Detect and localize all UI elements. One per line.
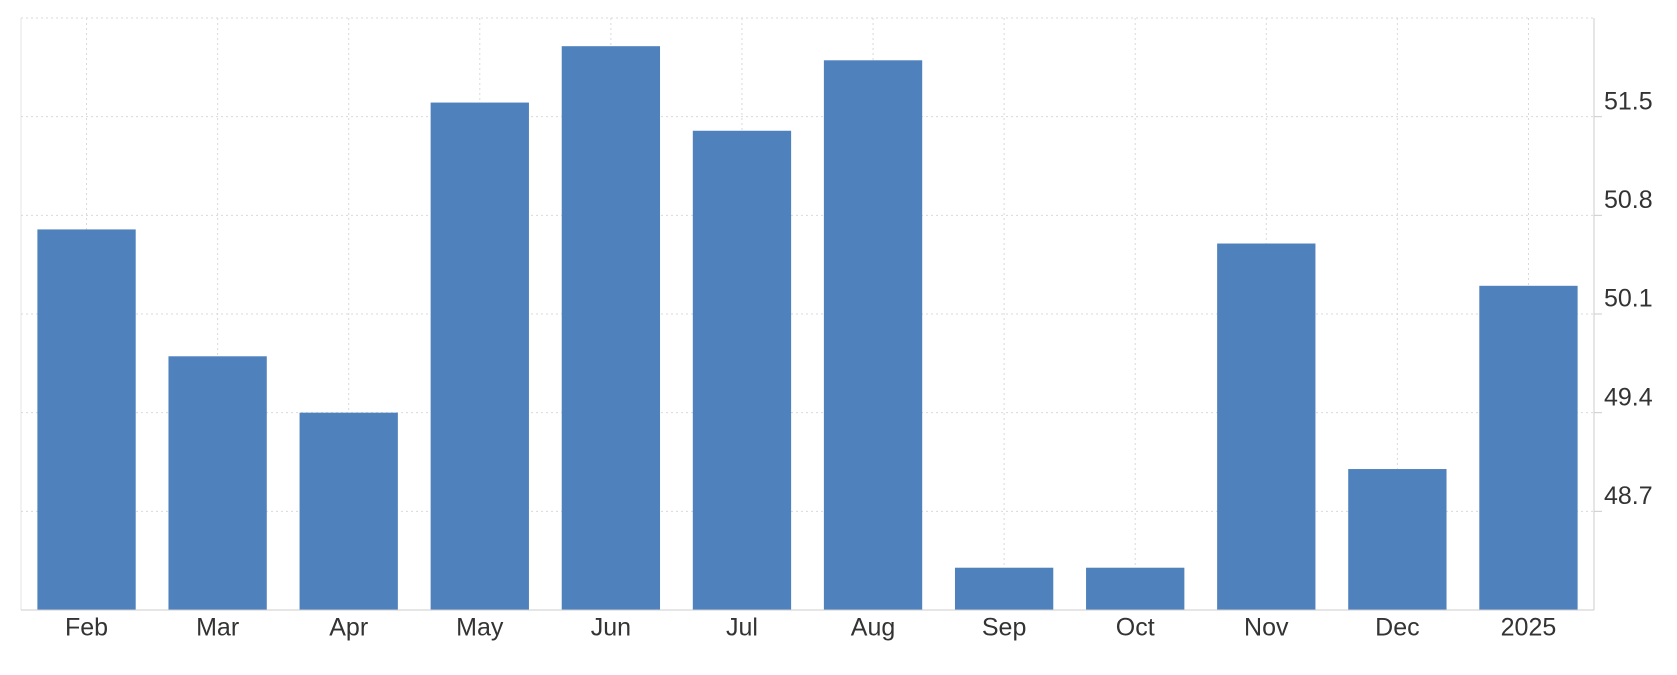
y-tick-label: 50.1: [1604, 285, 1653, 313]
bar: [561, 46, 661, 610]
y-tick-label: 49.4: [1604, 383, 1653, 411]
y-tick-label: 50.8: [1604, 186, 1653, 214]
x-tick-label: Aug: [851, 614, 895, 642]
bar: [954, 567, 1054, 610]
x-tick-label: 2025: [1501, 614, 1557, 642]
x-tick-label: Oct: [1116, 614, 1155, 642]
bar: [168, 356, 267, 610]
x-tick-label: Dec: [1375, 614, 1419, 642]
bar: [823, 60, 923, 611]
x-tick-label: Feb: [65, 614, 108, 642]
bar: [430, 102, 529, 611]
bar: [1348, 469, 1447, 610]
bar: [37, 229, 136, 610]
y-tick-label: 48.7: [1604, 482, 1653, 510]
x-tick-label: Jun: [591, 614, 631, 642]
x-tick-label: Sep: [982, 614, 1026, 642]
bar: [1217, 243, 1316, 610]
x-tick-label: Apr: [329, 614, 368, 642]
bar: [692, 130, 792, 610]
bar: [1479, 285, 1578, 610]
x-tick-label: Mar: [196, 614, 239, 642]
x-tick-label: Nov: [1244, 614, 1289, 642]
x-tick-label: May: [456, 614, 504, 642]
bar: [1086, 567, 1185, 610]
y-tick-label: 51.5: [1604, 87, 1653, 115]
x-tick-label: Jul: [726, 614, 758, 642]
bar: [299, 412, 398, 610]
